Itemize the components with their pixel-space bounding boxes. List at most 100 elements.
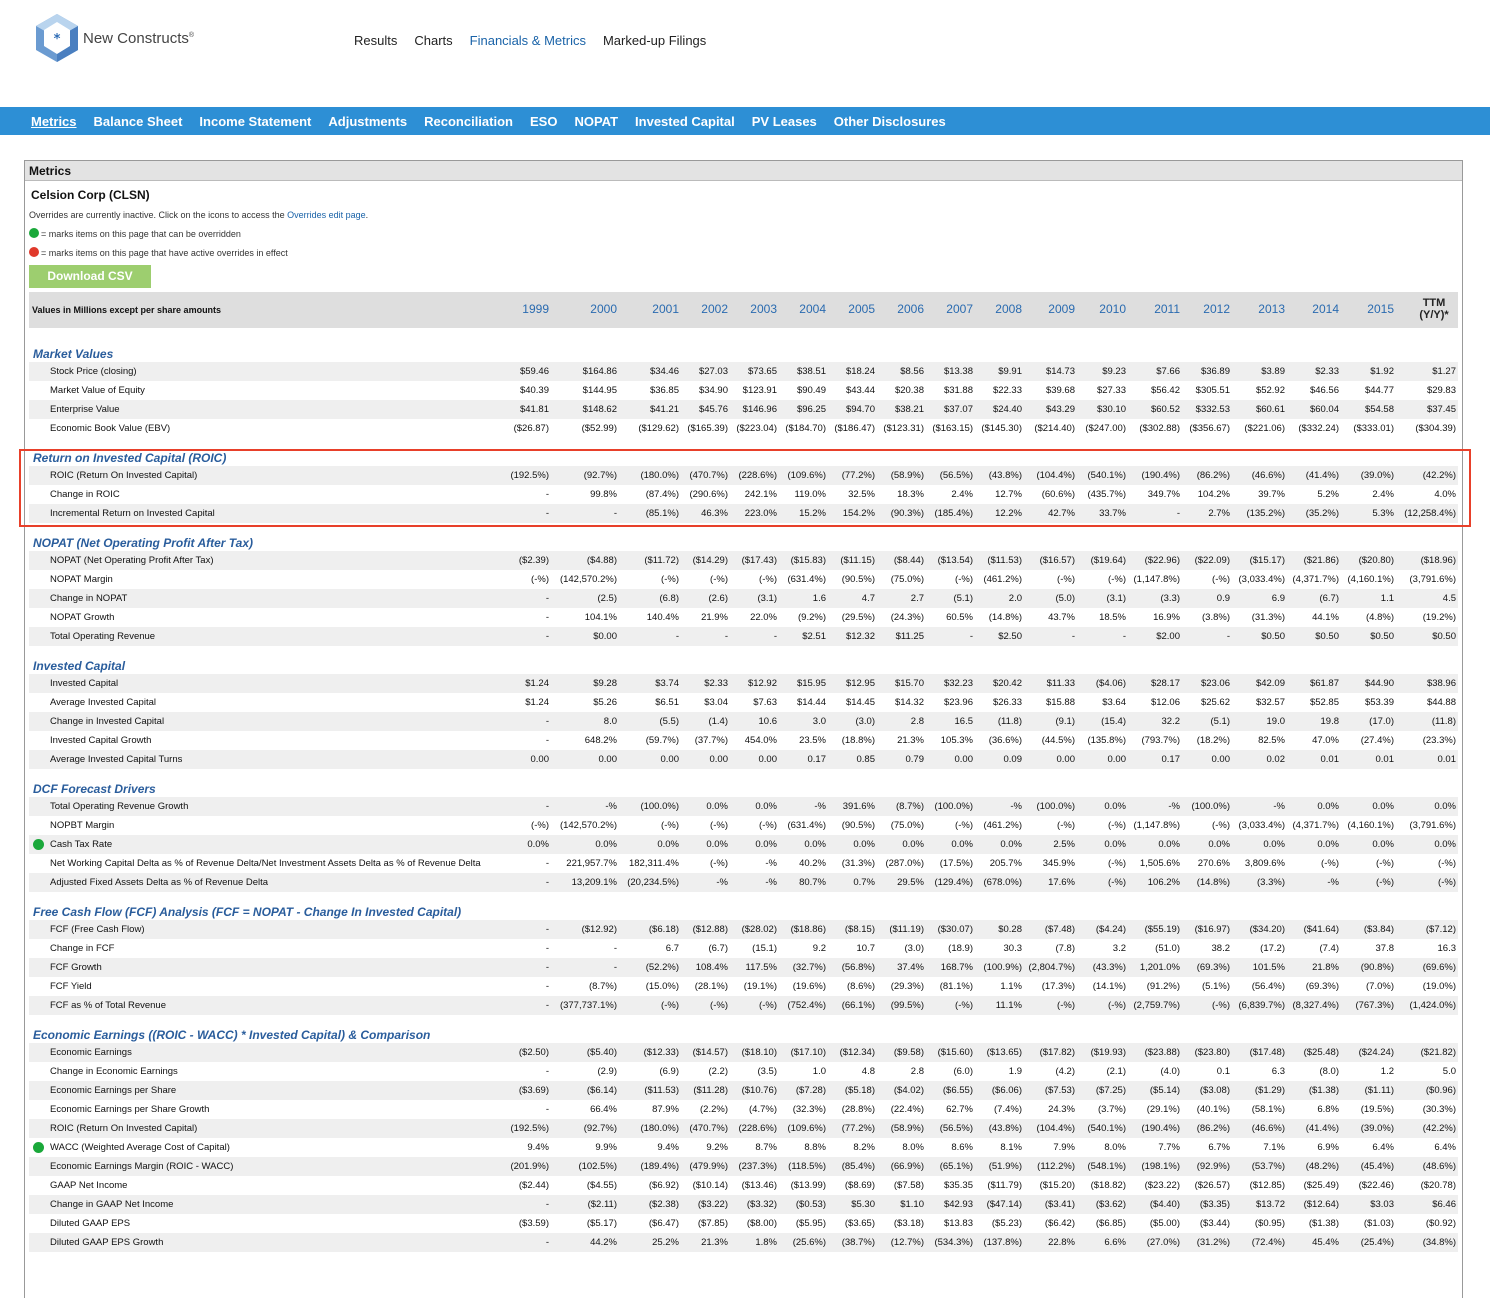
cell-value: (77.2%)	[841, 470, 875, 481]
subnav-reconciliation[interactable]: Reconciliation	[424, 113, 513, 129]
cell-value: $37.45	[1426, 404, 1456, 415]
subnav-pv-leases[interactable]: PV Leases	[751, 113, 817, 129]
override-icon[interactable]	[33, 1142, 44, 1153]
year-header[interactable]: 2001	[652, 302, 679, 316]
year-header[interactable]: 2000	[590, 302, 617, 316]
cell-value: $59.46	[519, 366, 549, 377]
cell-value: -	[545, 943, 549, 954]
cell-value: $44.88	[1426, 697, 1456, 708]
row-label: Invested Capital Growth	[50, 735, 152, 746]
cell-value: 39.7%	[1258, 489, 1285, 500]
year-header[interactable]: 2010	[1099, 302, 1126, 316]
brand-name[interactable]: New Constructs®	[83, 30, 195, 47]
cell-value: ($17.48)	[1249, 1047, 1285, 1058]
subnav-metrics[interactable]: Metrics	[31, 113, 77, 129]
logo-icon[interactable]: *	[33, 12, 81, 64]
cell-value: ($5.95)	[795, 1218, 826, 1229]
cell-value: 2.5%	[1053, 839, 1075, 850]
year-header[interactable]: 2008	[995, 302, 1022, 316]
cell-value: 45.4%	[1312, 1237, 1339, 1248]
cell-value: 242.1%	[744, 489, 777, 500]
cell-value: ($13.99)	[790, 1180, 826, 1191]
table-row: Change in GAAP Net Income - ($2.11) ($2.38)…	[29, 1195, 1458, 1214]
cell-value: $9.28	[593, 678, 617, 689]
cell-value: ($26.57)	[1194, 1180, 1230, 1191]
cell-value: ($3.41)	[1044, 1199, 1075, 1210]
subnav-nopat[interactable]: NOPAT	[574, 113, 619, 129]
year-header[interactable]: 2002	[701, 302, 728, 316]
table-row: Economic Book Value (EBV) ($26.87) ($52.99…	[29, 419, 1458, 438]
download-csv-button[interactable]: Download CSV	[29, 265, 151, 288]
cell-value: ($6.14)	[586, 1085, 617, 1096]
subnav-income-statement[interactable]: Income Statement	[199, 113, 312, 129]
cell-value: $2.33	[704, 678, 728, 689]
cell-value: 2.7	[910, 593, 924, 604]
topnav-charts[interactable]: Charts	[414, 33, 453, 48]
year-header[interactable]: 2012	[1203, 302, 1230, 316]
cell-value: ($4.06)	[1095, 678, 1126, 689]
table-row: Invested Capital Growth - 648.2% (59.7%) (37…	[29, 731, 1458, 750]
cell-value: (-%)	[661, 574, 679, 585]
year-header[interactable]: 2009	[1048, 302, 1075, 316]
table-row: Stock Price (closing) $59.46 $164.86 $34.46…	[29, 362, 1458, 381]
topnav-financials-metrics[interactable]: Financials & Metrics	[469, 33, 586, 48]
year-header[interactable]: 2015	[1367, 302, 1394, 316]
cell-value: ($15.83)	[790, 555, 826, 566]
cell-value: 15.2%	[799, 508, 826, 519]
cell-value: (185.4%)	[934, 508, 973, 519]
cell-value: 648.2%	[584, 735, 617, 746]
year-header[interactable]: 2006	[897, 302, 924, 316]
cell-value: $28.17	[1150, 678, 1180, 689]
cell-value: 22.8%	[1048, 1237, 1075, 1248]
cell-value: (18.2%)	[1196, 735, 1230, 746]
subnav-eso[interactable]: ESO	[529, 113, 558, 129]
ttm-header[interactable]: TTM (Y/Y)*	[1412, 297, 1456, 321]
year-header[interactable]: 2013	[1258, 302, 1285, 316]
year-header[interactable]: 2011	[1154, 302, 1180, 316]
cell-value: ($12.92)	[581, 924, 617, 935]
cell-value: 0.00	[1211, 754, 1231, 765]
subnav-balance-sheet[interactable]: Balance Sheet	[93, 113, 183, 129]
cell-value: ($3.69)	[518, 1085, 549, 1096]
cell-value: (15.4)	[1101, 716, 1126, 727]
cell-value: $20.42	[992, 678, 1022, 689]
cell-value: -	[545, 858, 549, 869]
cell-value: $14.32	[894, 697, 924, 708]
year-header[interactable]: 2004	[799, 302, 826, 316]
subnav-other-disclosures[interactable]: Other Disclosures	[833, 113, 946, 129]
year-header[interactable]: 2005	[848, 302, 875, 316]
cell-value: (180.0%)	[640, 1123, 679, 1134]
overridable-icon	[29, 228, 39, 238]
cell-value: -	[613, 943, 617, 954]
cell-value: (767.3%)	[1355, 1000, 1394, 1011]
year-header[interactable]: 2003	[750, 302, 777, 316]
override-icon[interactable]	[33, 839, 44, 850]
cell-value: (41.4%)	[1305, 1123, 1339, 1134]
cell-value: ($3.18)	[893, 1218, 924, 1229]
cell-value: (104.4%)	[1036, 470, 1075, 481]
cell-value: ($24.24)	[1358, 1047, 1394, 1058]
cell-value: $61.87	[1309, 678, 1339, 689]
row-label: FCF Growth	[50, 962, 102, 973]
cell-value: (25.6%)	[792, 1237, 826, 1248]
cell-value: 37.4%	[897, 962, 924, 973]
topnav-results[interactable]: Results	[354, 33, 398, 48]
cell-value: $30.10	[1096, 404, 1126, 415]
cell-value: 270.6%	[1197, 858, 1230, 869]
subnav-adjustments[interactable]: Adjustments	[328, 113, 408, 129]
year-header[interactable]: 2014	[1312, 302, 1339, 316]
year-header[interactable]: 1999	[522, 302, 549, 316]
overrides-link[interactable]: Overrides edit page	[287, 210, 366, 220]
cell-value: (6.9)	[659, 1066, 679, 1077]
subnav-invested-capital[interactable]: Invested Capital	[635, 113, 735, 129]
cell-value: $90.49	[796, 385, 826, 396]
topnav-marked-up-filings[interactable]: Marked-up Filings	[602, 33, 707, 48]
cell-value: (752.4%)	[787, 1000, 826, 1011]
year-header[interactable]: 2007	[946, 302, 973, 316]
cell-value: $9.91	[998, 366, 1022, 377]
cell-value: 0.00	[709, 754, 729, 765]
panel-title: Metrics	[25, 161, 1462, 181]
cell-value: ($15.60)	[937, 1047, 973, 1058]
cell-value: (69.6%)	[1422, 962, 1456, 973]
cell-value: 6.9%	[1317, 1142, 1339, 1153]
